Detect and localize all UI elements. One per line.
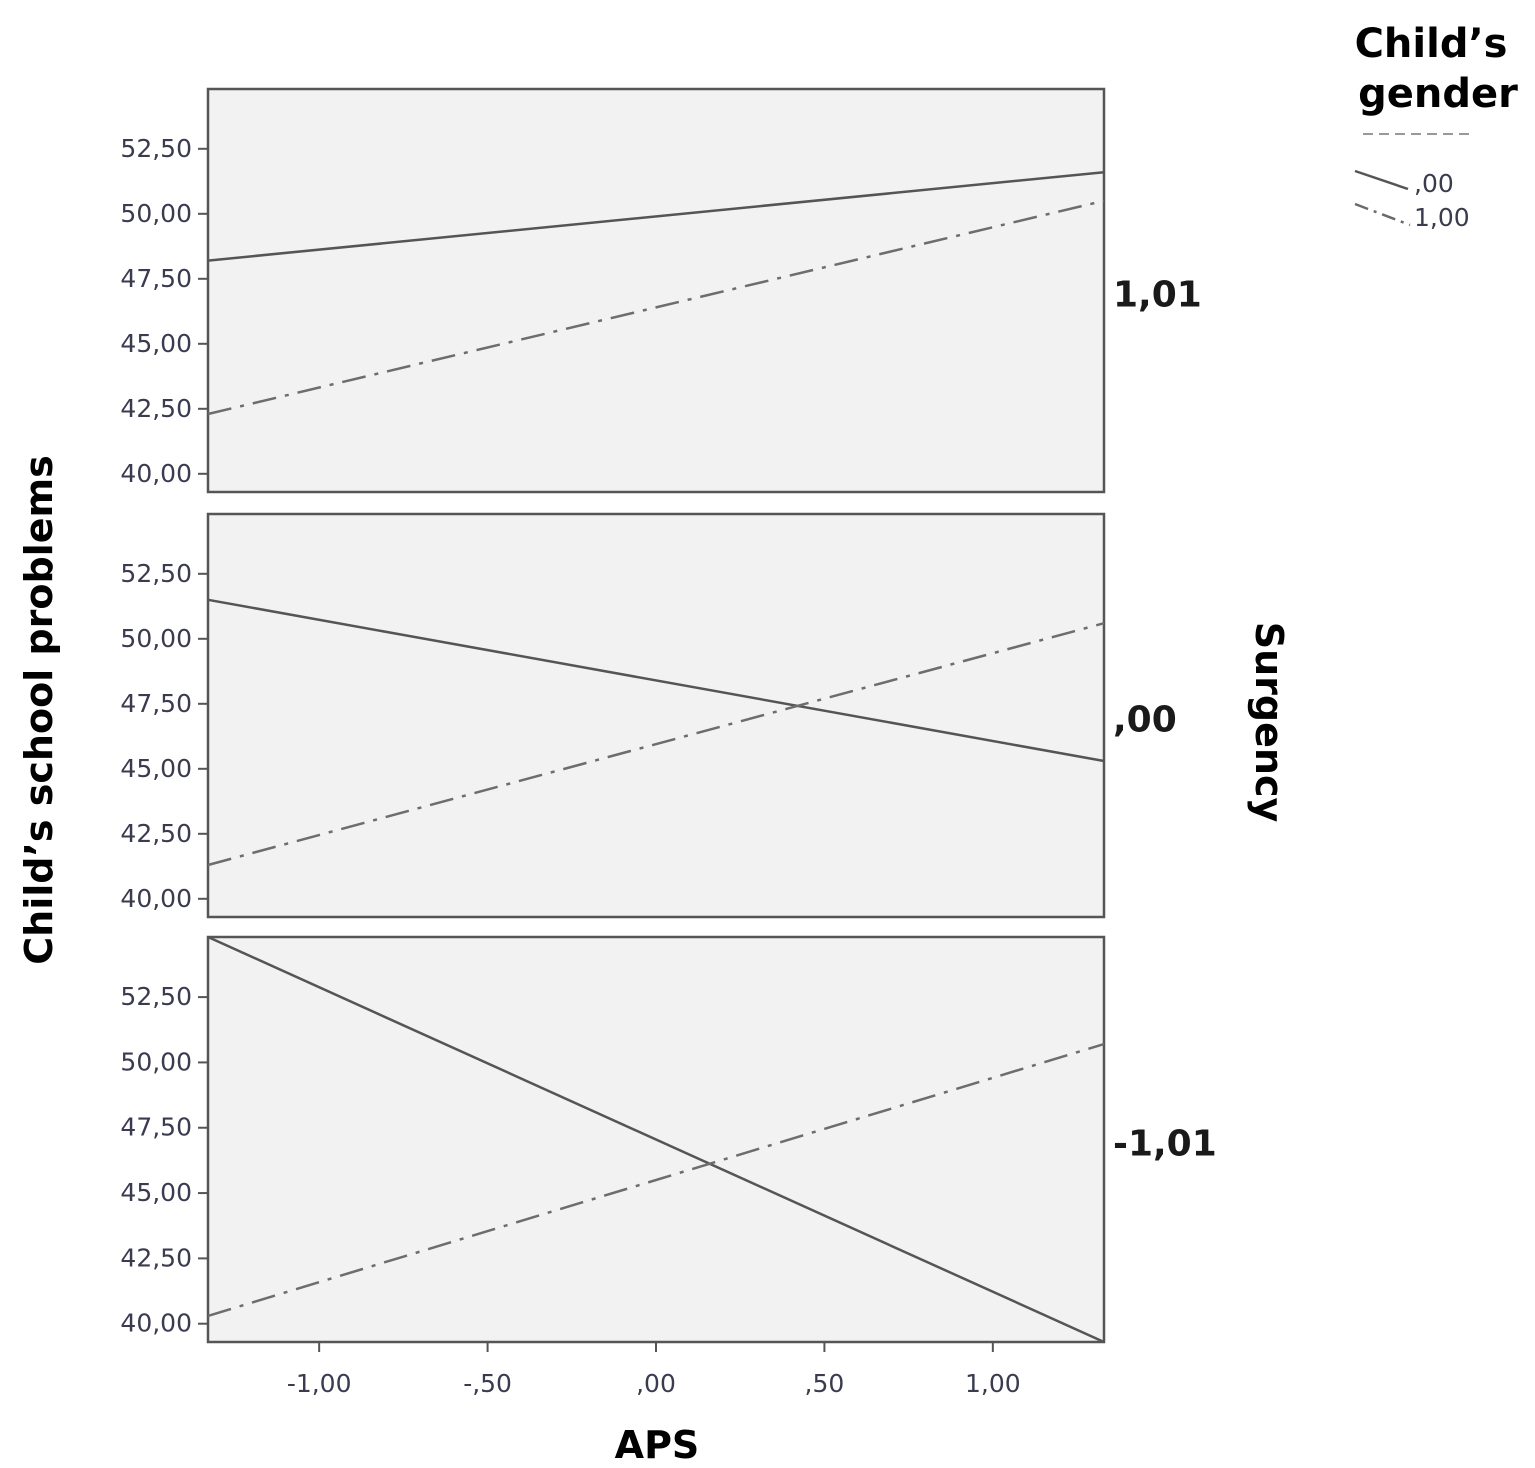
panel-frame (206, 87, 1106, 494)
panel-1: 40,00 42,50 45,00 47,50 50,00 52,50 1,01 (120, 87, 1202, 494)
x-tick-label: ,00 (636, 1369, 676, 1398)
y-tick-label: 47,50 (120, 1113, 192, 1142)
series-line-gender-100 (207, 199, 1105, 416)
y-tick-label: 52,50 (120, 559, 192, 588)
series-line-gender-00 (207, 598, 1105, 763)
legend-label-100: 1,00 (1414, 203, 1470, 232)
x-axis: -1,00 -,50 ,00 ,50 1,00 (287, 1342, 1021, 1398)
y-tick-label: 42,50 (120, 394, 192, 423)
legend-swatch-solid (1354, 169, 1409, 191)
series-line-gender-100 (207, 1042, 1105, 1318)
panel-label: -1,01 (1113, 1124, 1217, 1165)
y-tick-label: 45,00 (120, 1178, 192, 1207)
y-tick-label: 47,50 (120, 264, 192, 293)
y-tick-label: 42,50 (120, 1243, 192, 1272)
x-tick-label: ,50 (805, 1369, 845, 1398)
x-tick-label: 1,00 (965, 1369, 1021, 1398)
legend-swatch-dashdot (1354, 202, 1411, 227)
y-tick-label: 45,00 (120, 329, 192, 358)
x-tick-label: -,50 (463, 1369, 512, 1398)
y-tick-label: 42,50 (120, 819, 192, 848)
y-tick-label: 50,00 (120, 199, 192, 228)
legend-title: Child’s gender (1355, 21, 1522, 117)
series-line-gender-100 (207, 621, 1105, 867)
series-line-gender-00 (207, 170, 1105, 262)
y-tick-label: 52,50 (120, 982, 192, 1011)
legend-label-00: ,00 (1414, 169, 1454, 198)
y-tick-label: 47,50 (120, 689, 192, 718)
panel-frame (206, 512, 1106, 919)
x-tick-label: -1,00 (287, 1369, 352, 1398)
y-tick-label: 40,00 (120, 1309, 192, 1338)
panels-layer: 40,0042,5045,0047,5050,0052,501,0140,004… (120, 87, 1217, 1344)
y-tick-label: 40,00 (120, 459, 192, 488)
facet-title: Surgency (1247, 622, 1291, 823)
y-tick-label: 45,00 (120, 754, 192, 783)
legend: Child’s gender ,00 1,00 (1354, 21, 1522, 232)
panel-2: 40,00 42,50 45,00 47,50 50,00 52,50 ,00 (120, 512, 1177, 919)
y-tick-label: 40,00 (120, 884, 192, 913)
panel-3: 40,00 42,50 45,00 47,50 50,00 52,50 -1,01 (120, 935, 1217, 1344)
y-tick-label: 50,00 (120, 1047, 192, 1076)
panel-label: 1,01 (1113, 275, 1202, 316)
y-tick-label: 50,00 (120, 624, 192, 653)
x-axis-title: APS (615, 1423, 700, 1467)
y-tick-label: 52,50 (120, 134, 192, 163)
series-line-gender-00 (207, 935, 1105, 1344)
y-axis-title: Child’s school problems (17, 455, 61, 964)
panel-label: ,00 (1113, 700, 1177, 741)
